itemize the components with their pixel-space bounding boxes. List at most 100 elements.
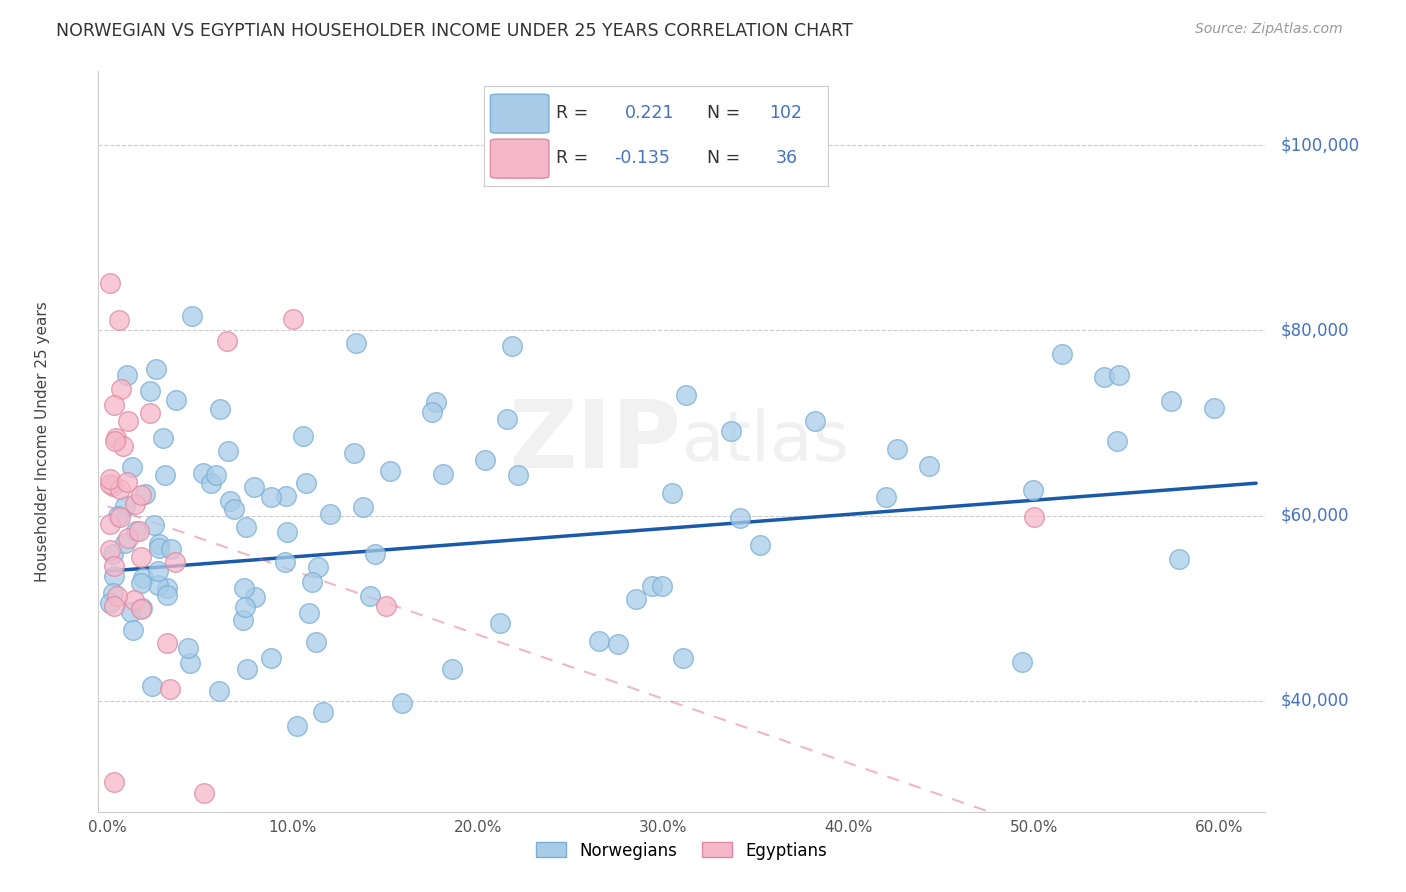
Point [155,581,177,595]
Point [117,414,139,428]
Point [298,606,321,620]
Point [432,467,454,481]
Point [236,662,259,676]
Point [319,508,342,522]
Text: $60,000: $60,000 [1281,507,1348,524]
Point [420,405,443,419]
Point [208,402,231,417]
Point [143,517,166,532]
Point [259,490,281,504]
Point [489,616,512,631]
Point [1108,368,1130,383]
Point [139,384,162,399]
Point [128,524,150,538]
Point [129,602,152,616]
Point [146,564,169,578]
Point [671,651,693,665]
Point [108,509,131,524]
Point [233,581,256,595]
Point [108,313,131,327]
Point [103,399,125,413]
Point [307,559,329,574]
Point [626,592,648,607]
Point [117,531,139,545]
Point [222,501,245,516]
Point [114,500,136,514]
Point [103,479,125,493]
Point [148,537,170,551]
Point [124,497,146,511]
Point [101,586,124,600]
Text: $40,000: $40,000 [1281,691,1348,710]
Point [103,434,125,448]
Text: NORWEGIAN VS EGYPTIAN HOUSEHOLDER INCOME UNDER 25 YEARS CORRELATION CHART: NORWEGIAN VS EGYPTIAN HOUSEHOLDER INCOME… [56,22,853,40]
Point [98,277,121,291]
Point [231,613,253,627]
Point [131,601,153,615]
Point [496,412,519,426]
Point [380,464,402,478]
Point [121,460,143,475]
Point [352,500,374,514]
Point [110,382,132,396]
Point [218,494,240,508]
Point [675,388,697,402]
Point [720,424,742,438]
Point [651,579,673,593]
Point [1022,510,1045,524]
Point [1160,393,1182,408]
Point [205,468,228,483]
Legend: Norwegians, Egyptians: Norwegians, Egyptians [530,835,834,866]
Point [131,575,153,590]
Point [98,472,121,486]
Point [107,508,129,523]
Point [141,680,163,694]
Point [374,599,396,613]
Point [103,775,125,789]
Point [98,517,121,532]
Point [159,542,181,557]
Point [104,431,127,445]
Point [343,446,366,460]
Point [344,336,367,351]
Point [98,476,121,491]
Point [474,453,496,467]
Point [103,558,125,573]
Point [112,439,135,453]
Point [145,362,167,376]
Point [295,476,318,491]
Point [281,312,304,326]
Point [242,480,264,494]
Point [191,466,214,480]
Point [359,589,381,603]
Point [146,578,169,592]
Point [98,596,121,610]
Point [105,589,128,603]
Point [276,524,298,539]
Point [152,431,174,445]
Point [1167,552,1189,566]
Point [506,467,529,482]
Point [193,786,215,800]
Point [274,489,297,503]
Point [886,442,908,456]
Point [103,569,125,583]
Point [120,605,142,619]
Point [1022,483,1045,497]
Point [121,624,143,638]
Point [98,543,121,558]
Point [215,334,238,348]
Point [1092,370,1115,384]
Point [114,536,136,550]
Point [217,444,239,458]
Point [274,555,297,569]
Point [108,482,131,496]
Point [156,636,179,650]
Point [103,599,125,613]
Point [124,593,146,607]
Point [1011,655,1033,669]
Point [148,541,170,556]
Point [301,575,323,590]
Point [260,650,283,665]
Point [440,662,463,676]
